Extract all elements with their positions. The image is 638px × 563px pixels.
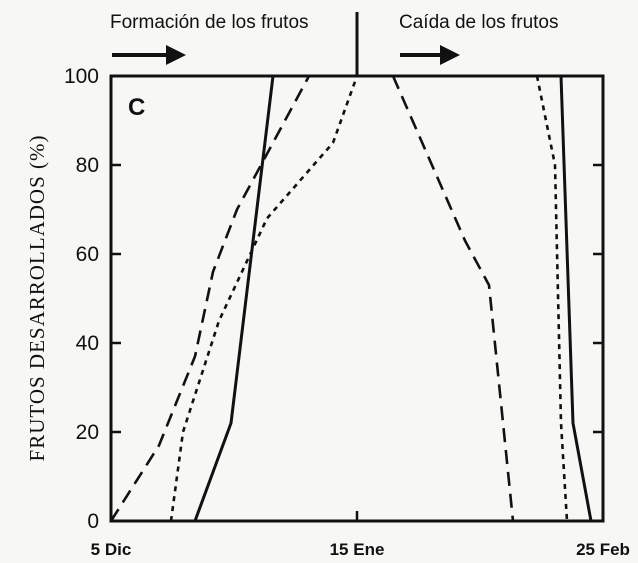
x-tick-label: 5 Dic <box>91 540 132 559</box>
series-line-3-solid <box>193 75 275 522</box>
y-axis-label: FRUTOS DESARROLLADOS (%) <box>25 135 49 462</box>
y-tick-label: 20 <box>76 421 99 444</box>
arrow-right-icon <box>112 45 186 65</box>
y-tick-label: 40 <box>76 332 99 355</box>
plot-frame <box>109 74 605 523</box>
arrow-right-icon <box>400 45 460 65</box>
tick-marks <box>109 74 605 523</box>
series-line-2-dotted <box>169 75 359 522</box>
series-line-6-solid <box>559 75 593 522</box>
x-tick-label: 25 Feb <box>576 540 630 559</box>
y-tick-label: 100 <box>64 65 99 88</box>
y-tick-labels: 0 20 40 60 80 100 <box>64 65 99 533</box>
series-lines <box>109 75 593 522</box>
series-line-4-dashed <box>391 75 515 522</box>
x-tick-labels: 5 Dic 15 Ene 25 Feb <box>91 540 630 559</box>
y-tick-label: 60 <box>76 243 99 266</box>
x-tick-label: 15 Ene <box>330 540 385 559</box>
phase-label-fall: Caída de los frutos <box>399 12 558 33</box>
y-tick-label: 0 <box>87 510 99 533</box>
series-line-1-dashed <box>109 75 311 522</box>
phase-label-formation: Formación de los frutos <box>110 12 309 33</box>
y-tick-label: 80 <box>76 154 99 177</box>
panel-label: C <box>128 94 145 121</box>
